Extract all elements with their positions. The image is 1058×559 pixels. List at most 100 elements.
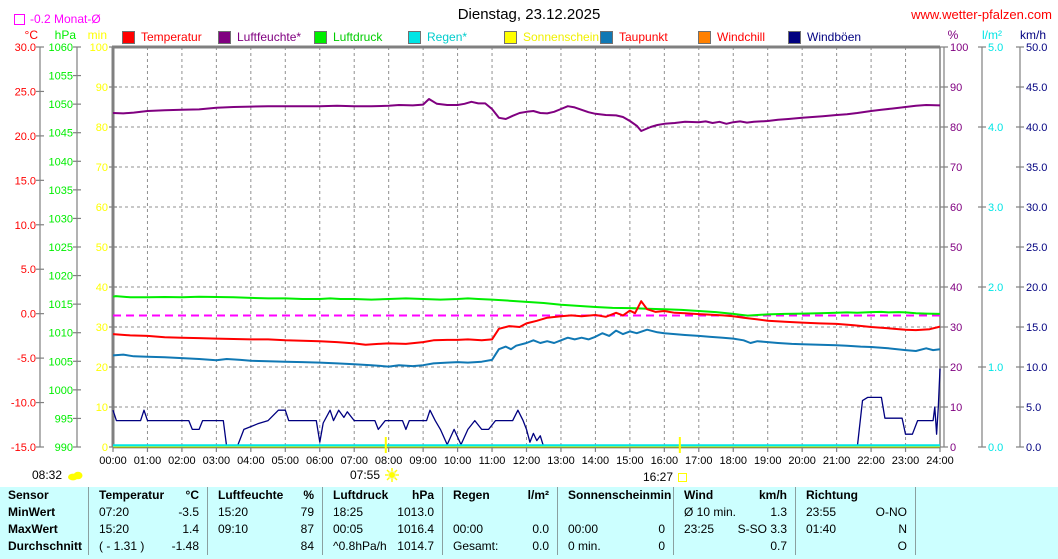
x-axis-label: 07:00 xyxy=(340,455,368,467)
cell-time: Temperatur xyxy=(99,488,165,502)
series-windben xyxy=(112,368,941,448)
axis-tick-label: 30 xyxy=(96,322,108,334)
legend-swatch-icon xyxy=(698,30,711,44)
axis-tick-label: 1060 xyxy=(49,42,73,54)
legend-swatch-icon xyxy=(600,30,613,44)
cell-value: 1016.4 xyxy=(397,522,434,536)
axis-tick-label: 20 xyxy=(950,362,962,374)
x-axis-label: 24:00 xyxy=(926,455,954,467)
statistics-table: Sensor Temperatur °C Luftfeuchte% Luftdruck h… xyxy=(0,487,1058,559)
axis-tick-label: 40 xyxy=(96,282,108,294)
axis-tick-label: 40 xyxy=(950,282,962,294)
legend-label: Temperatur xyxy=(141,30,202,44)
x-axis-label: 17:00 xyxy=(685,455,713,467)
axis-hpa: 990 995 1000 1005 1010 1015 1020 1025 1030 1035 10… xyxy=(49,42,81,454)
table-cell: Regen l/m² xyxy=(442,487,557,504)
month-average-legend: -0.2 Monat-Ø xyxy=(14,12,101,26)
sunset-label: 16:27 xyxy=(643,470,674,484)
page-title: Dienstag, 23.12.2025 xyxy=(457,6,601,23)
cell-value: 0 xyxy=(658,522,665,536)
axis-tick-label: 70 xyxy=(96,162,108,174)
cell-value: 0.7 xyxy=(770,539,787,553)
table-cell: 09:10 87 xyxy=(207,521,322,538)
x-axis-label: 13:00 xyxy=(547,455,575,467)
axis-tick-label: -10.0 xyxy=(11,398,36,410)
axis-tick-label: 100 xyxy=(950,42,968,54)
table-cell: Richtung xyxy=(795,487,915,504)
x-axis-label: 04:00 xyxy=(237,455,265,467)
axis-tick-label: 1005 xyxy=(49,356,73,368)
axis-tick-label: 1025 xyxy=(49,242,73,254)
cell-value: 0.0 xyxy=(532,522,549,536)
cell-time: Gesamt: xyxy=(453,539,499,553)
axis-kmh: 0.0 5.0 10.0 15.0 20.0 25.0 30.0 35.0 40.0 45.0 50… xyxy=(1016,42,1047,454)
table-cell xyxy=(442,504,557,521)
x-axis-label: 06:00 xyxy=(306,455,334,467)
axis-tick-label: 10.0 xyxy=(1026,362,1047,374)
table-cell: 84 xyxy=(207,538,322,555)
cell-value: km/h xyxy=(758,488,787,502)
cell-time: ^0.8hPa/h xyxy=(333,539,387,553)
table-cell: 0 min. 0 xyxy=(557,538,673,555)
table-cell: Sonnenschein min xyxy=(557,487,673,504)
axis-tick-label: 35.0 xyxy=(1026,162,1047,174)
cell-time: ( - 1.31 ) xyxy=(99,539,145,553)
axis-tick-label: 1055 xyxy=(49,71,73,83)
cell-time xyxy=(443,504,453,521)
cell-time: 00:05 xyxy=(333,522,364,536)
legend-swatch-icon xyxy=(122,30,135,44)
axis-tick-label: 50 xyxy=(96,242,108,254)
axis-tick-label: 0.0 xyxy=(21,309,36,321)
axis-tick-label: 90 xyxy=(950,82,962,94)
legend-label: Taupunkt xyxy=(619,30,668,44)
axis-tick-label: 30.0 xyxy=(15,42,36,54)
x-axis-label: 03:00 xyxy=(203,455,231,467)
cell-value: 1.3 xyxy=(770,505,787,519)
legend-item-luftdruck: Luftdruck xyxy=(314,30,382,44)
cell-value: N xyxy=(898,522,907,536)
cell-time: 18:25 xyxy=(333,505,364,519)
legend-swatch-icon xyxy=(218,30,231,44)
axis-tick-label: 0.0 xyxy=(988,442,1003,454)
table-cell: Gesamt: 0.0 xyxy=(442,538,557,555)
legend-swatch-icon xyxy=(504,30,517,44)
axis-tick-label: 2.0 xyxy=(988,282,1003,294)
cell-value: hPa xyxy=(411,488,434,502)
cell-time: 15:20 xyxy=(218,505,249,519)
cell-value: O xyxy=(897,539,907,553)
axis-tick-label: 60 xyxy=(950,202,962,214)
axis-tick-label: 100 xyxy=(90,42,108,54)
x-axis-label: 10:00 xyxy=(444,455,472,467)
cell-value: -1.48 xyxy=(171,539,199,553)
cell-time: Luftdruck xyxy=(333,488,389,502)
x-axis-label: 16:00 xyxy=(651,455,679,467)
cell-value: l/m² xyxy=(527,488,549,502)
axis-tick-label: 30.0 xyxy=(1026,202,1047,214)
x-axis-label: 12:00 xyxy=(513,455,541,467)
axis-unit-percent: % xyxy=(947,28,959,42)
website-link[interactable]: www.wetter-pfalzen.com xyxy=(911,7,1052,22)
axis-tick-label: 80 xyxy=(96,122,108,134)
cell-time: 23:25 xyxy=(684,522,715,536)
table-cell: 15:20 79 xyxy=(207,504,322,521)
cell-time: Sonnenschein xyxy=(568,488,651,502)
table-cell: 23:55 O-NO xyxy=(795,504,915,521)
sun-cloud-icon xyxy=(68,471,83,481)
row-label: MaxWert xyxy=(8,522,58,536)
legend-label: Windböen xyxy=(807,30,862,44)
axis-unit-min: min xyxy=(87,28,107,42)
x-axis-label: 00:00 xyxy=(99,455,127,467)
axis-tick-label: 1030 xyxy=(49,213,73,225)
legend-item-temperatur: Temperatur xyxy=(122,30,202,44)
axis-tick-label: 40.0 xyxy=(1026,122,1047,134)
x-axis-label: 08:00 xyxy=(375,455,403,467)
x-axis-label: 02:00 xyxy=(168,455,196,467)
x-axis-label: 15:00 xyxy=(616,455,644,467)
cell-time: Ø 10 min. xyxy=(684,505,737,519)
cell-value: 79 xyxy=(300,505,314,519)
table-cell: Ø 10 min. 1.3 xyxy=(673,504,795,521)
axis-tick-label: 0 xyxy=(102,442,108,454)
table-cell: ( - 1.31 ) -1.48 xyxy=(88,538,207,555)
cell-time: 09:10 xyxy=(218,522,249,536)
